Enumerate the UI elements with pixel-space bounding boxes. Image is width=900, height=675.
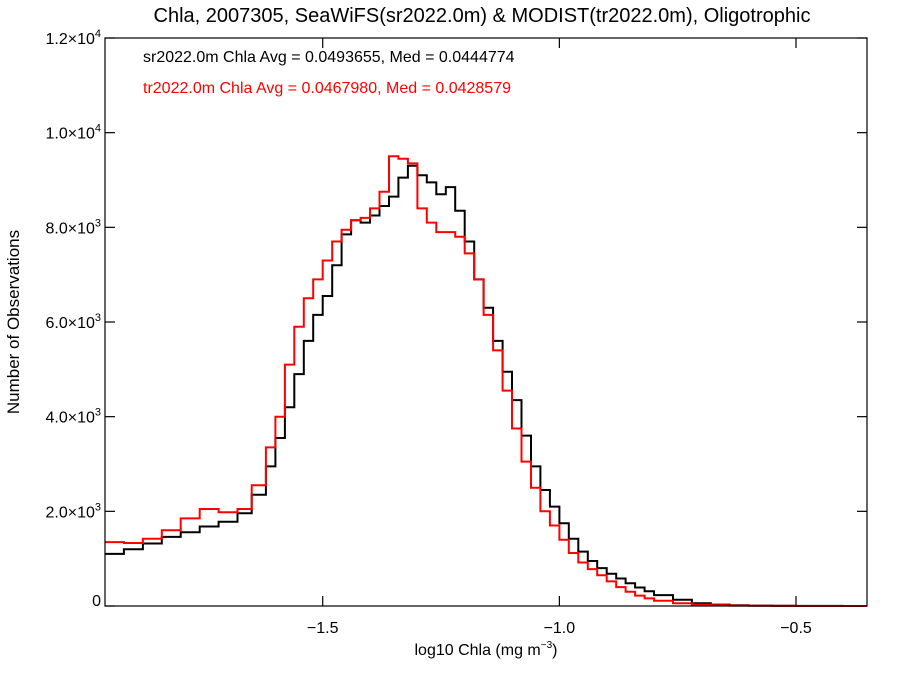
y-tick-label: 0 bbox=[92, 593, 101, 610]
x-axis-label-end: ) bbox=[552, 642, 557, 659]
y-tick-label-mantissa: 8.0×10 bbox=[45, 220, 94, 237]
annotation-tr: tr2022.0m Chla Avg = 0.0467980, Med = 0.… bbox=[143, 80, 511, 97]
y-tick-label: 4.0×103 bbox=[45, 407, 101, 427]
annotation-sr: sr2022.0m Chla Avg = 0.0493655, Med = 0.… bbox=[143, 49, 515, 66]
x-tick-label: −0.5 bbox=[780, 620, 812, 637]
y-tick-label-mantissa: 0 bbox=[92, 593, 101, 610]
y-tick-label-exponent: 4 bbox=[95, 123, 101, 135]
x-axis-label-sup: −3 bbox=[541, 640, 553, 651]
y-tick-label: 8.0×103 bbox=[45, 217, 101, 237]
y-axis-ticks: 02.0×1034.0×1036.0×1038.0×1031.0×1041.2×… bbox=[45, 28, 867, 610]
series-line-0 bbox=[105, 164, 867, 607]
y-tick-label-exponent: 3 bbox=[95, 501, 101, 513]
x-axis-label: log10 Chla (mg m−3) bbox=[414, 640, 557, 659]
y-tick-label: 1.0×104 bbox=[45, 123, 101, 143]
plot-frame bbox=[104, 37, 868, 607]
x-axis-ticks: −1.5 −1.0 −0.5 bbox=[307, 38, 812, 637]
y-tick-label-mantissa: 2.0×10 bbox=[45, 504, 94, 521]
y-tick-label-mantissa: 1.2×10 bbox=[45, 31, 94, 48]
y-tick-label: 6.0×103 bbox=[45, 312, 101, 332]
y-tick-label-mantissa: 1.0×10 bbox=[45, 126, 94, 143]
x-axis-label-text: log10 Chla (mg m bbox=[414, 642, 540, 659]
x-tick-label: −1.5 bbox=[307, 620, 339, 637]
y-tick-label-mantissa: 4.0×10 bbox=[45, 410, 94, 427]
y-tick-label-exponent: 3 bbox=[95, 217, 101, 229]
y-tick-label: 1.2×104 bbox=[45, 28, 101, 48]
y-tick-label-exponent: 4 bbox=[95, 28, 101, 40]
y-tick-label: 2.0×103 bbox=[45, 501, 101, 521]
series-line-1 bbox=[105, 155, 867, 607]
y-tick-label-exponent: 3 bbox=[95, 312, 101, 324]
x-tick-label: −1.0 bbox=[544, 620, 576, 637]
y-tick-label-exponent: 3 bbox=[95, 407, 101, 419]
chart-title: Chla, 2007305, SeaWiFS(sr2022.0m) & MODI… bbox=[154, 5, 811, 27]
series-layer bbox=[105, 155, 867, 607]
y-tick-label-mantissa: 6.0×10 bbox=[45, 315, 94, 332]
y-axis-label: Number of Observations bbox=[4, 230, 23, 414]
